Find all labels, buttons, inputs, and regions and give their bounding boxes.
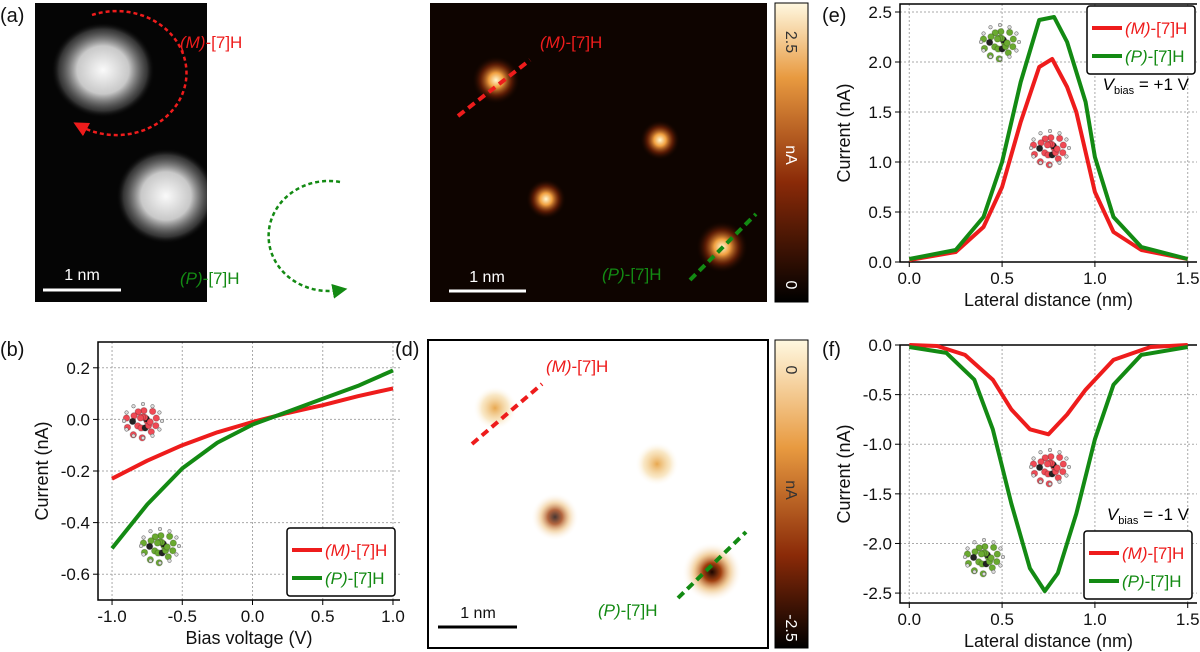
colorbar-d xyxy=(774,339,809,649)
axes-frame xyxy=(899,3,1197,263)
y-tick-label: 1.0 xyxy=(868,153,892,172)
x-tick-label: 1.5 xyxy=(1176,610,1200,629)
scale-bar-label: 1 nm xyxy=(460,605,496,622)
panel-label-f: (f) xyxy=(822,339,841,361)
x-axis-label: Bias voltage (V) xyxy=(185,628,312,648)
label-m-a: (M)-[7]H xyxy=(180,33,242,52)
line-profile-p xyxy=(676,530,748,600)
y-tick-label: 0.0 xyxy=(868,253,892,272)
x-tick-label: 0.5 xyxy=(311,607,335,626)
legend-entry-M: (M)-[7]H xyxy=(1125,19,1187,38)
panel-label-b: (b) xyxy=(0,339,24,361)
molecule-p-icon xyxy=(138,526,182,567)
x-tick-label: 0.5 xyxy=(990,610,1014,629)
x-tick-label: 1.0 xyxy=(381,607,405,626)
series-line-P xyxy=(908,345,1189,594)
chart-e: 0.0 0.5 1.0 1.5 0.0 0.5 1.0 1.5 2.0 2.5 Lateral di… xyxy=(834,3,1200,310)
axes-frame xyxy=(97,341,400,601)
legend xyxy=(1083,530,1193,600)
molecule-p-icon xyxy=(978,22,1022,63)
x-tick-label: -0.5 xyxy=(168,607,197,626)
y-tick-label: 1.5 xyxy=(868,103,892,122)
line-profile-m xyxy=(456,58,532,118)
legend-entry-P: (P)-[7]H xyxy=(1125,47,1185,66)
colorbar-max: 2.5 xyxy=(782,31,799,53)
molecule-m-icon xyxy=(1028,447,1072,488)
x-tick-label: 0.0 xyxy=(897,269,921,288)
x-tick-label: 1.0 xyxy=(1083,610,1107,629)
y-tick-label: 0.0 xyxy=(66,410,90,429)
legend-entry-P: (P)-[7]H xyxy=(1122,572,1182,591)
series-line-M xyxy=(111,386,394,481)
x-tick-label: 0.5 xyxy=(990,269,1014,288)
rotation-arrow-p xyxy=(267,179,348,299)
x-axis-label: Lateral distance (nm) xyxy=(964,631,1133,651)
molecule-m-icon xyxy=(1028,128,1072,169)
panel-label-d: (d) xyxy=(395,339,419,361)
legend xyxy=(286,527,396,597)
legend-entry-M: (M)-[7]H xyxy=(325,541,387,560)
panel-d-current-map xyxy=(427,339,809,649)
panel-c-current-map xyxy=(430,2,809,303)
series-line-M xyxy=(908,57,1189,262)
y-tick-label: 0.0 xyxy=(868,336,892,355)
scale-bar-label: 1 nm xyxy=(469,269,505,286)
label-p-c: (P)-[7]H xyxy=(602,265,662,284)
x-tick-label: 1.0 xyxy=(1083,269,1107,288)
molecule-blob xyxy=(51,22,155,118)
chart-f: 0.0 0.5 1.0 1.5 0.0 -0.5 -1.0 -1.5 -2.0 -2.5 Later… xyxy=(834,336,1200,651)
molecule-blob xyxy=(116,148,216,244)
y-axis-label: Current (nA) xyxy=(834,424,854,523)
y-tick-label: -0.5 xyxy=(863,386,892,405)
y-tick-label: -0.4 xyxy=(61,514,90,533)
label-p-a: (P)-[7]H xyxy=(180,269,240,288)
colorbar-c xyxy=(774,2,809,303)
colorbar-max: 0 xyxy=(782,366,799,375)
x-tick-label: 0.0 xyxy=(897,610,921,629)
molecule-p-icon xyxy=(962,537,1006,578)
legend-entry-M: (M)-[7]H xyxy=(1122,544,1184,563)
colorbar-min: -2.5 xyxy=(782,614,799,642)
label-m-d: (M)-[7]H xyxy=(546,357,608,376)
scale-bar-label: 1 nm xyxy=(64,267,100,284)
y-tick-label: -2.5 xyxy=(863,584,892,603)
colorbar-unit: nA xyxy=(782,480,799,500)
rotation-arrow-m xyxy=(73,9,188,137)
axes-frame xyxy=(899,344,1197,604)
y-tick-label: -2.0 xyxy=(863,534,892,553)
y-tick-label: 2.5 xyxy=(868,3,892,22)
y-axis-label: Current (nA) xyxy=(834,83,854,182)
x-tick-label: 0.0 xyxy=(241,607,265,626)
y-tick-label: -1.0 xyxy=(863,435,892,454)
colorbar-unit: nA xyxy=(782,145,799,165)
y-axis-label: Current (nA) xyxy=(32,421,52,520)
y-tick-label: -0.6 xyxy=(61,565,90,584)
series-line-M xyxy=(909,343,1188,437)
panel-label-e: (e) xyxy=(822,5,846,27)
line-profile-m xyxy=(470,382,544,446)
legend xyxy=(1086,5,1196,75)
series-line-P xyxy=(908,15,1189,261)
series-line-P xyxy=(110,368,394,550)
molecule-m-icon xyxy=(121,401,165,442)
y-tick-label: 0.5 xyxy=(868,203,892,222)
x-tick-label: -1.0 xyxy=(97,607,126,626)
legend-entry-P: (P)-[7]H xyxy=(325,569,385,588)
label-p-d: (P)-[7]H xyxy=(598,601,658,620)
colorbar-min: 0 xyxy=(782,281,799,290)
y-tick-label: 2.0 xyxy=(868,53,892,72)
chart-b: -1.0 -0.5 0.0 0.5 1.0 0.2 0.0 -0.2 -0.4 -0.6 Bias … xyxy=(32,341,405,648)
bias-annotation: Vbias = +1 V xyxy=(1103,75,1190,97)
line-profile-p xyxy=(688,212,758,282)
label-m-c: (M)-[7]H xyxy=(540,33,602,52)
y-tick-label: 0.2 xyxy=(66,359,90,378)
y-tick-label: -0.2 xyxy=(61,462,90,481)
panel-label-a: (a) xyxy=(0,5,24,27)
y-tick-label: -1.5 xyxy=(863,485,892,504)
x-tick-label: 1.5 xyxy=(1176,269,1200,288)
x-axis-label: Lateral distance (nm) xyxy=(964,290,1133,310)
bias-annotation: Vbias = -1 V xyxy=(1107,505,1190,527)
